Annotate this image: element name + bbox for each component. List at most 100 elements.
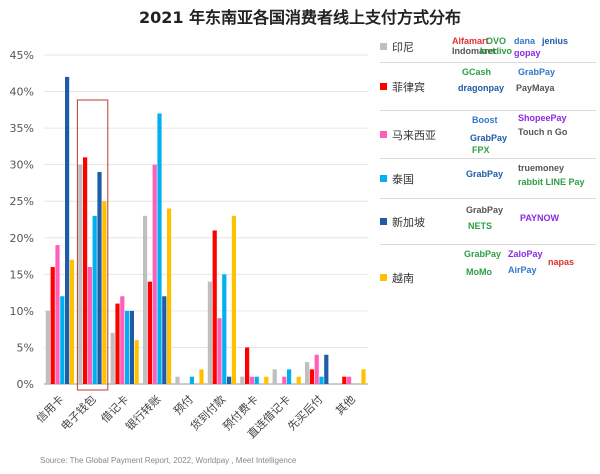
legend-item: 泰国 GrabPay truemoney rabbit LINE Pay (380, 158, 596, 199)
bar (102, 201, 107, 384)
bar (97, 171, 102, 384)
bar (55, 245, 60, 384)
y-tick-label: 10% (10, 305, 34, 318)
bar (361, 369, 366, 384)
brand-logo: MoMo (466, 267, 492, 277)
brand-logo: GrabPay (470, 133, 508, 143)
legend-swatch (380, 218, 387, 225)
x-tick-label: 电子钱包 (58, 392, 99, 433)
bar (212, 230, 217, 384)
bar (296, 376, 301, 384)
bar (342, 376, 347, 384)
bar (189, 376, 194, 384)
brand-logo: GrabPay (466, 169, 504, 179)
bars (45, 76, 366, 384)
brand-logo: jenius (542, 36, 569, 46)
brand-logo: Touch n Go (518, 127, 568, 137)
bar (245, 347, 250, 384)
brand-logo: kredivo (480, 46, 513, 56)
brand-logo: ZaloPay (508, 249, 543, 259)
y-tick-label: 40% (10, 86, 34, 99)
bar (231, 215, 236, 384)
bar (175, 376, 180, 384)
y-axis-ticks: 0% 5% 10% 15% 20% 25% 30% 35% 40% 45% (10, 49, 34, 391)
brand-logo: NETS (468, 221, 493, 231)
brand-logo: Alfamart (452, 36, 489, 46)
brand-logo: AirPay (508, 265, 537, 275)
legend-swatch (380, 131, 387, 138)
bar (69, 259, 74, 384)
bar (249, 376, 254, 384)
bar (309, 369, 314, 384)
bar (324, 354, 329, 384)
bar (240, 376, 245, 384)
bar (227, 376, 232, 384)
legend-label: 马来西亚 (392, 129, 436, 142)
bar (319, 376, 324, 384)
y-tick-label: 15% (10, 268, 34, 281)
bar (217, 318, 222, 384)
brand-logo: rabbit LINE Pay (518, 177, 585, 187)
bar (83, 157, 88, 384)
bar (115, 303, 120, 384)
x-tick-label: 预付 (171, 393, 196, 418)
x-tick-label: 其他 (333, 393, 358, 418)
bar (143, 215, 148, 384)
legend-item: 越南 GrabPay ZaloPay napas MoMo AirPay (380, 244, 596, 311)
y-tick-label: 25% (10, 195, 34, 208)
bar (134, 340, 139, 384)
legend-label: 印尼 (392, 41, 414, 54)
brand-logo: dana (514, 36, 536, 46)
bar (305, 362, 310, 384)
bar (87, 267, 92, 384)
bar (207, 281, 212, 384)
y-tick-label: 35% (10, 122, 34, 135)
bar (199, 369, 204, 384)
highlight-box (76, 99, 109, 391)
legend-swatch (380, 175, 387, 182)
bar (60, 296, 65, 384)
bar (152, 164, 157, 384)
legend-label: 新加坡 (392, 216, 425, 229)
bar (287, 369, 292, 384)
brand-logo: GrabPay (466, 205, 504, 215)
legend-item: 印尼 Alfamart OVO dana jenius Indomaret kredivo g… (380, 32, 596, 62)
brand-logo: OVO (486, 36, 507, 46)
source-note: Source: The Global Payment Report, 2022,… (40, 456, 297, 465)
legend-swatch (380, 43, 387, 50)
bar (110, 332, 115, 384)
brand-logo: PayMaya (516, 83, 555, 93)
legend: 印尼 Alfamart OVO dana jenius Indomaret kredivo g… (380, 32, 596, 310)
legend-item: 马来西亚 Boost GrabPay Touch n Go FPX ShopeePay (380, 110, 596, 159)
y-tick-label: 5% (17, 341, 34, 354)
bar (264, 376, 269, 384)
bar (162, 296, 167, 384)
bar (314, 354, 319, 384)
legend-swatch (380, 274, 387, 281)
brand-logo: Indomaret (452, 46, 496, 56)
bar (129, 310, 134, 384)
y-tick-label: 20% (10, 232, 34, 245)
brand-logo: GrabPay (518, 67, 556, 77)
chart-title: 2021 年东南亚各国消费者线上支付方式分布 (138, 8, 462, 27)
brand-logo: GrabPay (464, 249, 502, 259)
brand-logo: PAYNOW (520, 213, 560, 223)
bar (45, 310, 50, 384)
legend-label: 越南 (392, 272, 414, 285)
brand-logo: dragonpay (458, 83, 505, 93)
brand-logo: GCash (462, 67, 492, 77)
legend-item: 菲律宾 GCash GrabPay dragonpay PayMaya (380, 62, 596, 111)
bar (65, 76, 70, 384)
bar (272, 369, 277, 384)
bar (78, 164, 83, 384)
legend-label: 泰国 (392, 173, 414, 186)
grid-lines (44, 54, 368, 385)
bar (222, 274, 227, 384)
y-tick-label: 45% (10, 49, 34, 62)
bar (92, 215, 97, 384)
y-tick-label: 0% (17, 378, 34, 391)
brand-logo: ShopeePay (518, 113, 567, 123)
bar (347, 376, 352, 384)
brand-logo: napas (548, 257, 575, 267)
